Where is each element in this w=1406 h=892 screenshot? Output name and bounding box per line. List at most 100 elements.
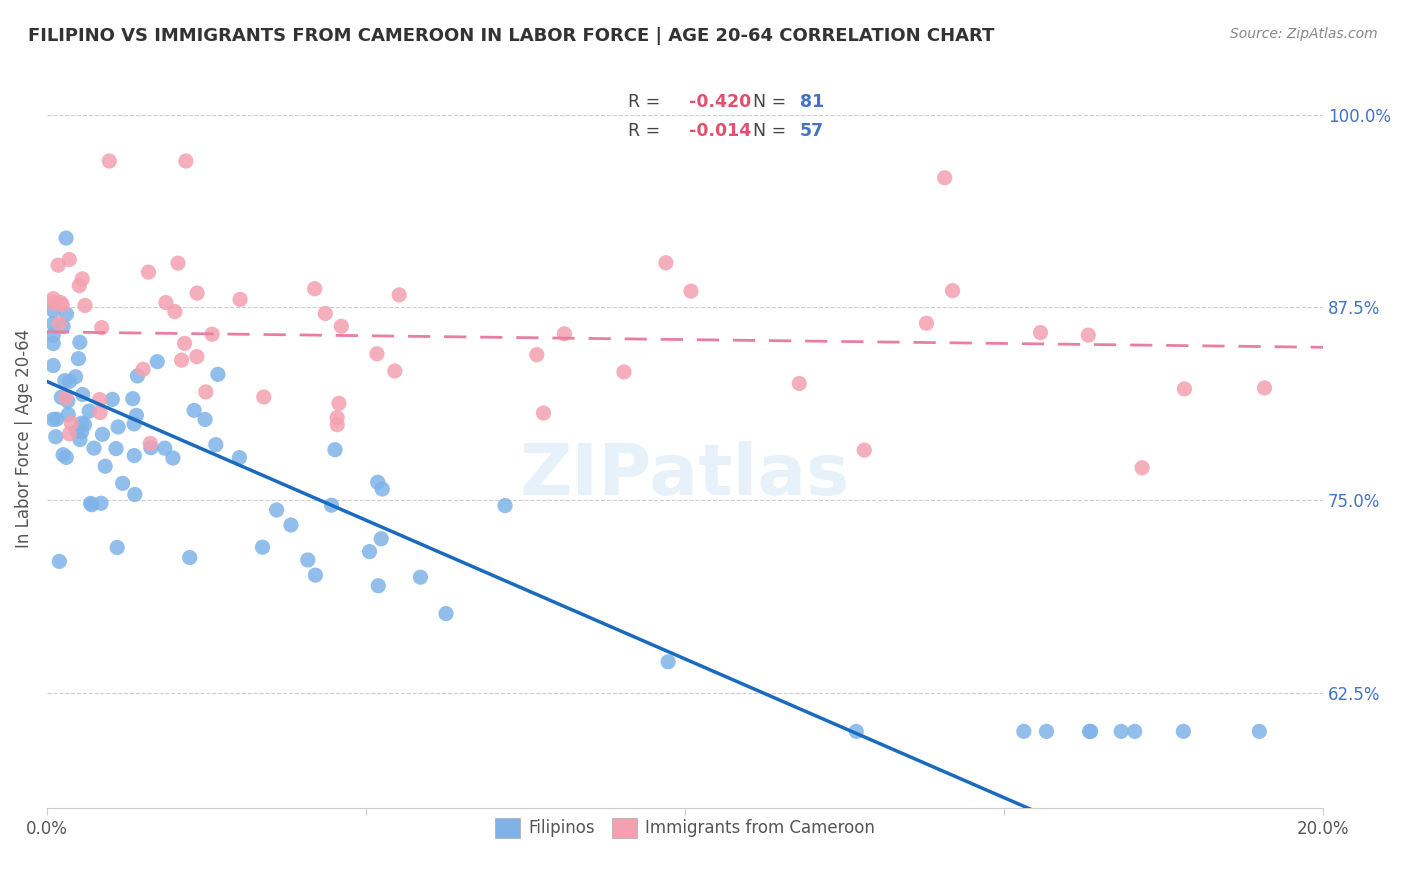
Point [55,450,77,465]
Point [183,403,205,417]
Point [533,406,555,420]
Point [107,420,129,434]
Point [90,496,112,510]
Point [657,655,679,669]
Point [138,265,160,279]
Point [55,391,77,405]
Legend: Filipinos, Immigrants from Cameroon: Filipinos, Immigrants from Cameroon [488,811,882,845]
Point [139,436,162,450]
Text: Source: ZipAtlas.com: Source: ZipAtlas.com [1230,27,1378,41]
Point [229,293,252,307]
Point [69,335,91,350]
Point [323,442,346,457]
Text: FILIPINO VS IMMIGRANTS FROM CAMEROON IN LABOR FORCE | AGE 20-64 CORRELATION CHAR: FILIPINO VS IMMIGRANTS FROM CAMEROON IN … [28,27,994,45]
Point [321,498,343,512]
Point [51,390,73,404]
Point [1249,724,1271,739]
Point [139,441,162,455]
Point [388,288,411,302]
Point [845,724,868,739]
Point [77,404,100,418]
Point [70,425,93,439]
Point [366,347,388,361]
Point [204,438,226,452]
Point [228,450,250,465]
Point [326,410,349,425]
Point [58,252,80,267]
Point [186,350,208,364]
Point [304,282,326,296]
Point [111,476,134,491]
Point [51,298,73,312]
Point [122,417,145,431]
Point [146,354,169,368]
Point [174,154,197,169]
Point [328,396,350,410]
Point [1029,326,1052,340]
Point [304,568,326,582]
Text: R =: R = [627,122,665,140]
Point [207,368,229,382]
Text: N =: N = [742,93,792,111]
Point [105,541,128,555]
Point [42,317,65,331]
Point [915,316,938,330]
Point [371,482,394,496]
Point [55,307,77,321]
Point [45,430,67,444]
Point [60,416,83,430]
Point [1035,724,1057,739]
Point [314,306,336,320]
Point [42,292,65,306]
Point [89,406,111,420]
Point [409,570,432,584]
Point [42,412,65,426]
Point [186,286,208,301]
Point [79,496,101,510]
Point [80,498,103,512]
Point [494,499,516,513]
Point [163,304,186,318]
Point [124,449,146,463]
Point [434,607,457,621]
Point [65,369,87,384]
Text: N =: N = [742,122,792,140]
Point [53,374,76,388]
Point [613,365,636,379]
Point [655,256,678,270]
Point [553,326,575,341]
Point [83,441,105,455]
Point [167,256,190,270]
Point [787,376,810,391]
Point [58,426,80,441]
Text: -0.014: -0.014 [689,122,751,140]
Point [58,408,80,422]
Point [55,231,77,245]
Point [46,258,69,272]
Point [1253,381,1275,395]
Point [132,362,155,376]
Point [155,295,177,310]
Text: 57: 57 [800,122,824,140]
Point [853,443,876,458]
Point [66,425,89,439]
Point [1173,382,1195,396]
Point [105,442,128,456]
Point [124,487,146,501]
Point [194,412,217,426]
Point [367,475,389,490]
Point [1173,724,1195,739]
Point [49,295,72,310]
Point [56,394,79,409]
Point [679,284,702,298]
Point [201,327,224,342]
Point [90,320,112,334]
Point [330,319,353,334]
Point [326,417,349,432]
Point [73,298,96,312]
Point [162,450,184,465]
Point [359,544,381,558]
Y-axis label: In Labor Force | Age 20-64: In Labor Force | Age 20-64 [15,329,32,548]
Point [127,368,149,383]
Point [280,518,302,533]
